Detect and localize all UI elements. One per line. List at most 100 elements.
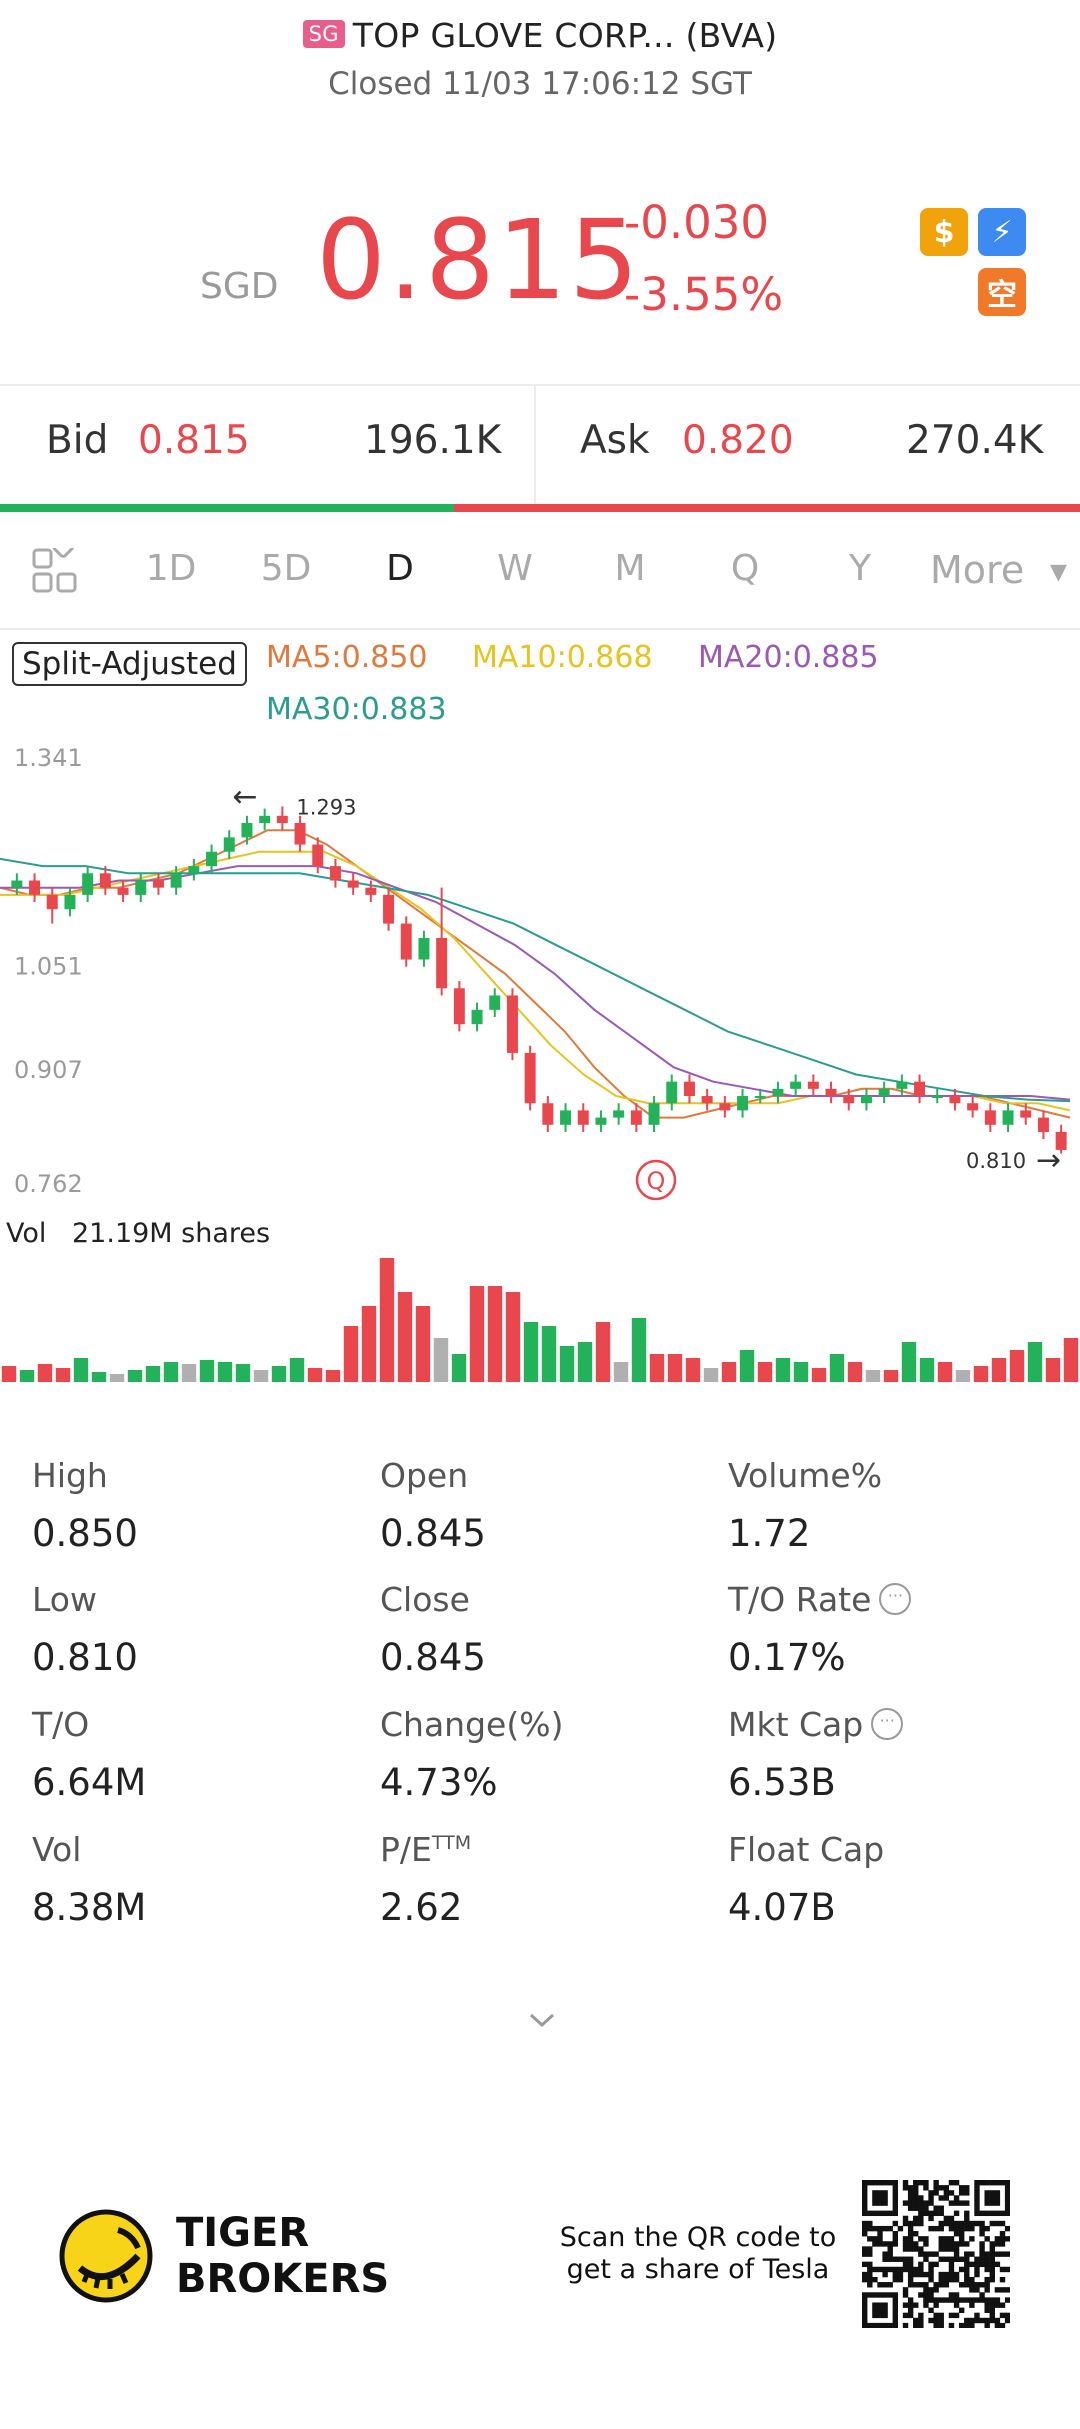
- y-tick-label: 1.051: [14, 952, 83, 980]
- candle-body: [701, 1096, 713, 1104]
- stat-label-high: High: [32, 1456, 108, 1495]
- ask-strength-bar: [454, 504, 1080, 512]
- candle-body: [967, 1103, 979, 1111]
- ask-size: 270.4K: [906, 418, 1044, 463]
- volume-bar: [271, 1366, 287, 1382]
- qr-caption: Scan the QR code to get a share of Tesla: [559, 2222, 837, 2285]
- volume-value: 21.19M shares: [72, 1218, 270, 1249]
- tab-y[interactable]: Y: [849, 548, 871, 589]
- stat-value-volume: 1.72: [728, 1512, 811, 1555]
- tab-5d[interactable]: 5D: [260, 548, 312, 589]
- tab-q[interactable]: Q: [730, 548, 760, 589]
- candlestick-chart[interactable]: 1.341 1.051 0.907 0.762 1.293 ← 0.810 → Q Vol 21.1…: [0, 740, 1080, 1390]
- volume-bar: [127, 1370, 143, 1382]
- more-periods-dropdown[interactable]: More: [930, 548, 1025, 592]
- volume-bar: [793, 1362, 809, 1382]
- volume-bar: [433, 1338, 449, 1382]
- volume-bar: [253, 1370, 269, 1382]
- volume-bar: [649, 1354, 665, 1382]
- candle-body: [1020, 1110, 1032, 1118]
- candle-body: [82, 873, 94, 895]
- candle-body: [436, 937, 448, 989]
- volume-bar: [181, 1364, 197, 1382]
- candle-body: [719, 1103, 731, 1111]
- left-arrow-icon: ←: [232, 779, 257, 814]
- candle-body: [489, 995, 501, 1010]
- volume-bar: [775, 1358, 791, 1382]
- ma10-label: MA10:0.868: [472, 640, 653, 675]
- tab-m[interactable]: M: [614, 548, 646, 589]
- dollar-icon[interactable]: $: [920, 208, 968, 256]
- y-tick-label: 0.907: [14, 1056, 83, 1084]
- ma30-label: MA30:0.883: [266, 692, 447, 727]
- volume-bar: [847, 1362, 863, 1382]
- candle-body: [347, 880, 359, 888]
- candle-body: [453, 988, 465, 1025]
- candle-body: [506, 995, 518, 1053]
- stat-value-vol: 8.38M: [32, 1886, 147, 1929]
- stat-value-t-o: 6.64M: [32, 1761, 147, 1804]
- volume-bar: [667, 1354, 683, 1382]
- volume-bar: [991, 1358, 1007, 1382]
- stock-title: SG TOP GLOVE CORP... (BVA): [0, 16, 1080, 55]
- candle-body: [613, 1110, 625, 1118]
- candle-body: [206, 851, 218, 867]
- bid-price[interactable]: 0.815: [138, 418, 250, 463]
- volume-bar: [145, 1366, 161, 1382]
- candle-body: [152, 880, 164, 888]
- volume-bar: [559, 1346, 575, 1382]
- candle-body: [117, 887, 129, 895]
- stat-label-p-e: P/ETTM: [380, 1830, 472, 1869]
- tab-1d[interactable]: 1D: [145, 548, 197, 589]
- candle-body: [843, 1096, 855, 1104]
- flash-icon[interactable]: ⚡: [978, 208, 1026, 256]
- volume-bar: [937, 1362, 953, 1382]
- volume-bar: [685, 1358, 701, 1382]
- tiger-brokers-logo: [59, 2209, 153, 2303]
- candle-body: [683, 1081, 695, 1097]
- volume-bar: [163, 1362, 179, 1382]
- volume-bar: [379, 1258, 395, 1382]
- candle-body: [135, 880, 147, 895]
- short-sell-icon[interactable]: 空: [978, 268, 1026, 316]
- stat-label-open: Open: [380, 1456, 469, 1495]
- candle-body: [29, 880, 41, 895]
- tab-d[interactable]: D: [386, 548, 414, 589]
- candle-body: [1037, 1117, 1049, 1132]
- stat-label-mkt-cap: Mkt Cap ···: [728, 1705, 904, 1744]
- right-arrow-icon: →: [1036, 1143, 1061, 1178]
- volume-bar: [19, 1370, 35, 1382]
- candle-body: [931, 1096, 943, 1099]
- ask-price[interactable]: 0.820: [682, 418, 794, 463]
- candle-body: [737, 1096, 749, 1111]
- stat-value-t-o-rate: 0.17%: [728, 1636, 846, 1679]
- candle-body: [984, 1110, 996, 1125]
- volume-bar: [505, 1292, 521, 1382]
- more-info-icon[interactable]: ···: [879, 1582, 912, 1615]
- candle-body: [860, 1096, 872, 1104]
- ma5-label: MA5:0.850: [266, 640, 428, 675]
- more-info-icon[interactable]: ···: [871, 1707, 904, 1740]
- candle-body: [11, 880, 23, 888]
- candle-body: [312, 844, 324, 867]
- split-adjusted-toggle[interactable]: Split-Adjusted: [12, 642, 247, 686]
- volume-bar: [91, 1372, 107, 1382]
- earnings-event-icon: [635, 1159, 677, 1201]
- volume-bar: [1045, 1358, 1061, 1382]
- stat-label-volume: Volume%: [728, 1456, 883, 1495]
- candle-body: [418, 937, 430, 960]
- volume-bar: [73, 1358, 89, 1382]
- chevron-down-icon[interactable]: [527, 2010, 557, 2030]
- tab-w[interactable]: W: [497, 548, 533, 589]
- stat-value-p-e: 2.62: [380, 1886, 463, 1929]
- volume-bar: [451, 1354, 467, 1382]
- stock-name: TOP GLOVE CORP... (BVA): [352, 16, 778, 55]
- stat-label-change: Change(%): [380, 1705, 564, 1744]
- chart-layout-icon[interactable]: [32, 548, 78, 594]
- volume-bar: [757, 1362, 773, 1382]
- bid-strength-bar: [0, 504, 454, 512]
- volume-bar: [307, 1368, 323, 1382]
- candle-body: [560, 1110, 572, 1125]
- volume-bar: [469, 1286, 485, 1382]
- caret-down-icon[interactable]: ▼: [1050, 560, 1067, 585]
